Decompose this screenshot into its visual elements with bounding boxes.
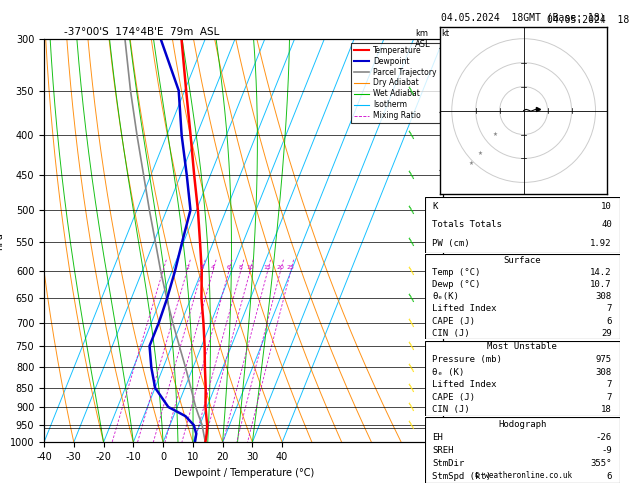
- Y-axis label: km
ASL: km ASL: [467, 231, 482, 250]
- Text: ★: ★: [478, 151, 483, 156]
- Text: θₑ (K): θₑ (K): [432, 367, 465, 377]
- Text: 308: 308: [596, 367, 612, 377]
- Text: ★: ★: [493, 132, 498, 137]
- Text: 308: 308: [596, 292, 612, 301]
- Text: /: /: [407, 293, 417, 303]
- Text: PW (cm): PW (cm): [432, 239, 470, 248]
- Text: /: /: [407, 318, 417, 328]
- Text: 355°: 355°: [590, 459, 612, 468]
- Text: /: /: [407, 420, 417, 430]
- Text: 8: 8: [239, 265, 243, 270]
- Text: CAPE (J): CAPE (J): [432, 393, 476, 402]
- Text: Hodograph: Hodograph: [498, 419, 546, 429]
- Legend: Temperature, Dewpoint, Parcel Trajectory, Dry Adiabat, Wet Adiabat, Isotherm, Mi: Temperature, Dewpoint, Parcel Trajectory…: [351, 43, 440, 123]
- Text: 18: 18: [601, 405, 612, 414]
- Text: CAPE (J): CAPE (J): [432, 316, 476, 326]
- Text: 6: 6: [227, 265, 231, 270]
- Text: Temp (°C): Temp (°C): [432, 268, 481, 277]
- Text: 4: 4: [211, 265, 215, 270]
- Text: θₑ(K): θₑ(K): [432, 292, 459, 301]
- Text: CIN (J): CIN (J): [432, 329, 470, 338]
- Text: kt: kt: [441, 29, 449, 38]
- Text: 20: 20: [277, 265, 284, 270]
- Text: 1.92: 1.92: [590, 239, 612, 248]
- Text: 10: 10: [246, 265, 254, 270]
- Text: /: /: [407, 170, 417, 179]
- Text: 6: 6: [606, 472, 612, 481]
- Text: 25: 25: [287, 265, 294, 270]
- Text: /: /: [407, 205, 417, 215]
- Text: /: /: [407, 383, 417, 393]
- Text: 15: 15: [264, 265, 272, 270]
- Text: /: /: [407, 363, 417, 372]
- Text: Surface: Surface: [503, 256, 541, 265]
- Text: 40: 40: [601, 220, 612, 229]
- Text: 10.7: 10.7: [590, 280, 612, 289]
- Text: LCL: LCL: [444, 423, 459, 433]
- Text: 14.2: 14.2: [590, 268, 612, 277]
- Text: 975: 975: [596, 355, 612, 364]
- Text: 7: 7: [606, 393, 612, 402]
- Text: 2: 2: [185, 265, 189, 270]
- X-axis label: Dewpoint / Temperature (°C): Dewpoint / Temperature (°C): [174, 468, 314, 478]
- Text: Pressure (mb): Pressure (mb): [432, 355, 502, 364]
- Text: 29: 29: [601, 329, 612, 338]
- Text: /: /: [407, 131, 417, 140]
- Text: SREH: SREH: [432, 446, 454, 455]
- Text: K: K: [432, 202, 438, 210]
- Text: 7: 7: [606, 304, 612, 313]
- Text: Most Unstable: Most Unstable: [487, 343, 557, 351]
- Text: Totals Totals: Totals Totals: [432, 220, 502, 229]
- Text: /: /: [407, 237, 417, 247]
- Text: 04.05.2024  18GMT (Base: 18): 04.05.2024 18GMT (Base: 18): [442, 12, 606, 22]
- Y-axis label: hPa: hPa: [0, 232, 4, 249]
- Text: 10: 10: [601, 202, 612, 210]
- Text: km
ASL: km ASL: [415, 29, 431, 49]
- Text: CIN (J): CIN (J): [432, 405, 470, 414]
- Text: -26: -26: [596, 433, 612, 442]
- Text: -37°00'S  174°4B'E  79m  ASL: -37°00'S 174°4B'E 79m ASL: [64, 27, 220, 37]
- Text: EH: EH: [432, 433, 443, 442]
- Text: Lifted Index: Lifted Index: [432, 380, 497, 389]
- Text: 7: 7: [606, 380, 612, 389]
- Text: © weatheronline.co.uk: © weatheronline.co.uk: [475, 471, 572, 480]
- Text: StmSpd (kt): StmSpd (kt): [432, 472, 491, 481]
- Text: Dewp (°C): Dewp (°C): [432, 280, 481, 289]
- Text: /: /: [407, 266, 417, 276]
- Text: 04.05.2024  18GMT (Base: 18): 04.05.2024 18GMT (Base: 18): [547, 15, 629, 25]
- Text: -9: -9: [601, 446, 612, 455]
- Text: 3: 3: [200, 265, 204, 270]
- Text: ★: ★: [469, 161, 474, 166]
- Text: Lifted Index: Lifted Index: [432, 304, 497, 313]
- Text: /: /: [407, 86, 417, 95]
- Text: /: /: [407, 402, 417, 412]
- Text: StmDir: StmDir: [432, 459, 465, 468]
- Text: /: /: [407, 341, 417, 350]
- Text: 6: 6: [606, 316, 612, 326]
